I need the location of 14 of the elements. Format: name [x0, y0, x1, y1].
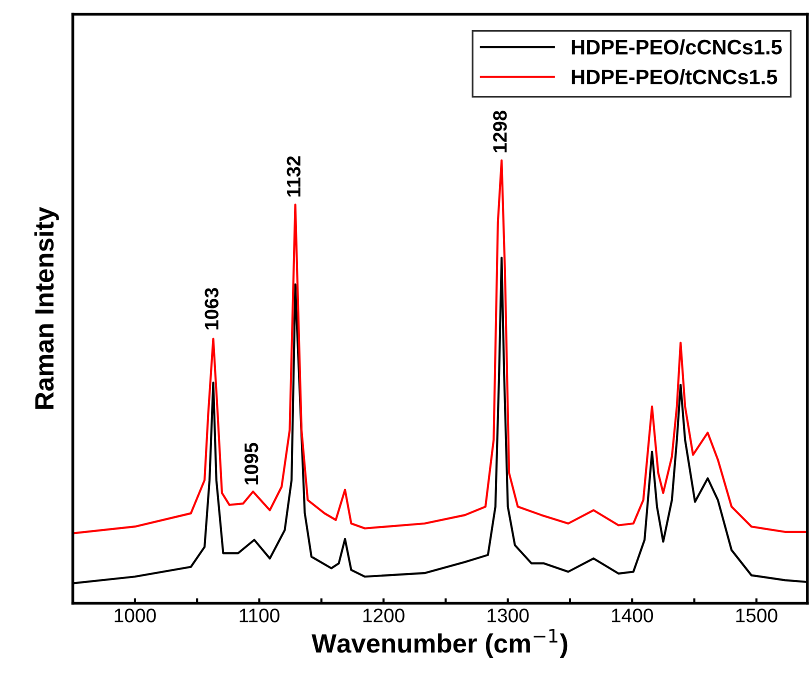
annotation: 1063: [204, 288, 219, 330]
annotation: 1095: [244, 442, 258, 484]
x-axis-title: Wavenumber (cm$^{−1}$): [312, 628, 568, 658]
x-tick-label: 1300: [488, 608, 529, 622]
x-tick-label: 1200: [363, 608, 404, 622]
x-tick-label: 1000: [114, 608, 156, 622]
legend-label: HDPE-PEO/cCNCs1.5: [572, 39, 782, 55]
y-axis-title: Raman Intensity: [34, 206, 59, 409]
x-tick-label: 1100: [240, 608, 280, 622]
annotation: 1298: [493, 110, 507, 152]
x-tick-label: 1400: [612, 608, 653, 622]
legend-label: HDPE-PEO/tCNCs1.5: [572, 69, 778, 85]
x-tick-label: 1500: [736, 608, 778, 622]
annotation: 1132: [286, 156, 301, 196]
